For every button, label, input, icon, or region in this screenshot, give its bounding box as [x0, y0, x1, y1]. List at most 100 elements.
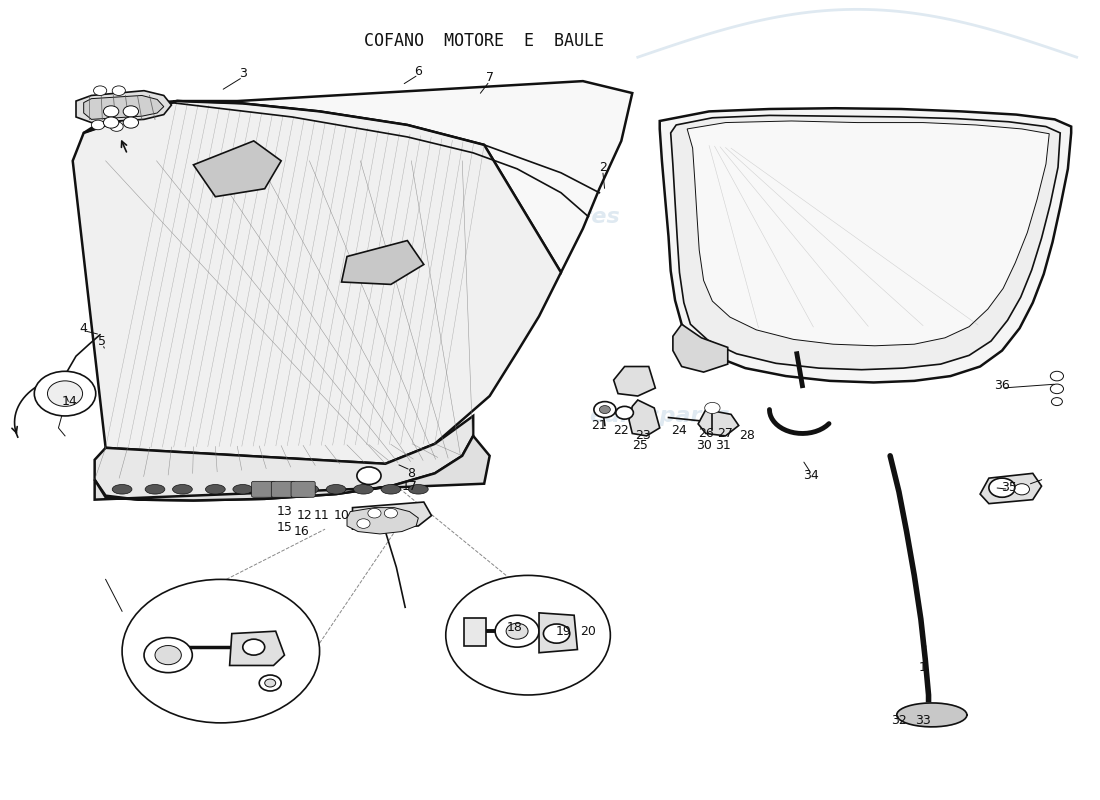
Polygon shape [346, 508, 418, 534]
Text: eurospares: eurospares [786, 151, 927, 171]
Text: 35: 35 [1001, 481, 1016, 494]
Text: COFANO  MOTORE  E  BAULE: COFANO MOTORE E BAULE [364, 32, 604, 50]
Text: 19: 19 [556, 625, 571, 638]
Polygon shape [614, 366, 656, 396]
Polygon shape [698, 410, 739, 436]
Text: 4: 4 [79, 322, 88, 334]
Circle shape [243, 639, 265, 655]
Text: 36: 36 [994, 379, 1010, 392]
Circle shape [705, 402, 720, 414]
Circle shape [1050, 384, 1064, 394]
Text: eurospares: eurospares [480, 206, 620, 226]
Text: 31: 31 [715, 439, 732, 452]
FancyBboxPatch shape [272, 482, 296, 498]
Text: 32: 32 [891, 714, 906, 727]
Circle shape [123, 106, 139, 117]
Text: 26: 26 [697, 427, 714, 440]
Ellipse shape [145, 485, 165, 494]
Polygon shape [95, 416, 473, 501]
Text: 18: 18 [507, 621, 522, 634]
Polygon shape [539, 613, 578, 653]
Text: 14: 14 [62, 395, 77, 408]
Circle shape [155, 646, 182, 665]
Circle shape [356, 518, 370, 528]
Text: 33: 33 [915, 714, 931, 727]
Text: 34: 34 [803, 470, 820, 482]
Circle shape [103, 106, 119, 117]
Polygon shape [95, 436, 490, 501]
Circle shape [600, 406, 610, 414]
Ellipse shape [327, 485, 345, 494]
Circle shape [367, 509, 381, 518]
Text: eurospares: eurospares [590, 406, 730, 426]
Ellipse shape [206, 485, 225, 494]
Text: 13: 13 [276, 505, 293, 518]
Circle shape [1052, 398, 1063, 406]
Ellipse shape [299, 485, 319, 494]
Circle shape [123, 117, 139, 128]
Text: 8: 8 [407, 467, 415, 480]
Text: 30: 30 [695, 439, 712, 452]
Text: 7: 7 [486, 70, 494, 84]
Polygon shape [896, 703, 967, 727]
Circle shape [265, 679, 276, 687]
FancyBboxPatch shape [252, 482, 276, 498]
Circle shape [384, 509, 397, 518]
Polygon shape [84, 95, 164, 119]
Circle shape [34, 371, 96, 416]
Circle shape [144, 638, 192, 673]
Text: 20: 20 [581, 625, 596, 638]
Text: 1: 1 [920, 661, 927, 674]
Circle shape [506, 623, 528, 639]
Circle shape [446, 575, 611, 695]
Circle shape [112, 86, 125, 95]
Polygon shape [73, 101, 561, 464]
Text: 2: 2 [598, 161, 606, 174]
Circle shape [110, 122, 123, 131]
Text: 27: 27 [717, 427, 734, 440]
Circle shape [94, 86, 107, 95]
Text: 24: 24 [672, 424, 688, 437]
Polygon shape [352, 502, 431, 529]
Circle shape [47, 381, 82, 406]
Ellipse shape [356, 467, 381, 485]
Text: 15: 15 [276, 521, 293, 534]
Ellipse shape [353, 485, 373, 494]
Text: 3: 3 [239, 66, 246, 80]
Text: eurospares: eurospares [173, 206, 314, 226]
Text: 23: 23 [636, 430, 651, 442]
Text: 5: 5 [98, 335, 107, 348]
Circle shape [989, 478, 1015, 498]
Polygon shape [230, 631, 285, 666]
Polygon shape [660, 108, 1071, 382]
Text: 10: 10 [333, 509, 350, 522]
Ellipse shape [381, 485, 400, 494]
Polygon shape [671, 115, 1060, 370]
Circle shape [495, 615, 539, 647]
Ellipse shape [266, 485, 286, 494]
Circle shape [260, 675, 282, 691]
Polygon shape [688, 121, 1049, 346]
Circle shape [103, 117, 119, 128]
Text: 21: 21 [592, 419, 607, 432]
Polygon shape [84, 81, 632, 273]
Polygon shape [673, 324, 728, 372]
Circle shape [91, 120, 104, 130]
Circle shape [594, 402, 616, 418]
Polygon shape [980, 474, 1042, 504]
Text: eurospares: eurospares [261, 406, 400, 426]
Text: 11: 11 [314, 509, 330, 522]
Text: 17: 17 [402, 479, 418, 493]
FancyBboxPatch shape [292, 482, 316, 498]
Circle shape [616, 406, 634, 419]
Circle shape [1014, 484, 1030, 495]
Polygon shape [341, 241, 424, 285]
Text: 6: 6 [415, 65, 422, 78]
Polygon shape [629, 400, 660, 436]
Text: 12: 12 [296, 509, 312, 522]
Polygon shape [76, 90, 172, 122]
Ellipse shape [173, 485, 192, 494]
Ellipse shape [408, 485, 428, 494]
Circle shape [1050, 371, 1064, 381]
Ellipse shape [112, 485, 132, 494]
